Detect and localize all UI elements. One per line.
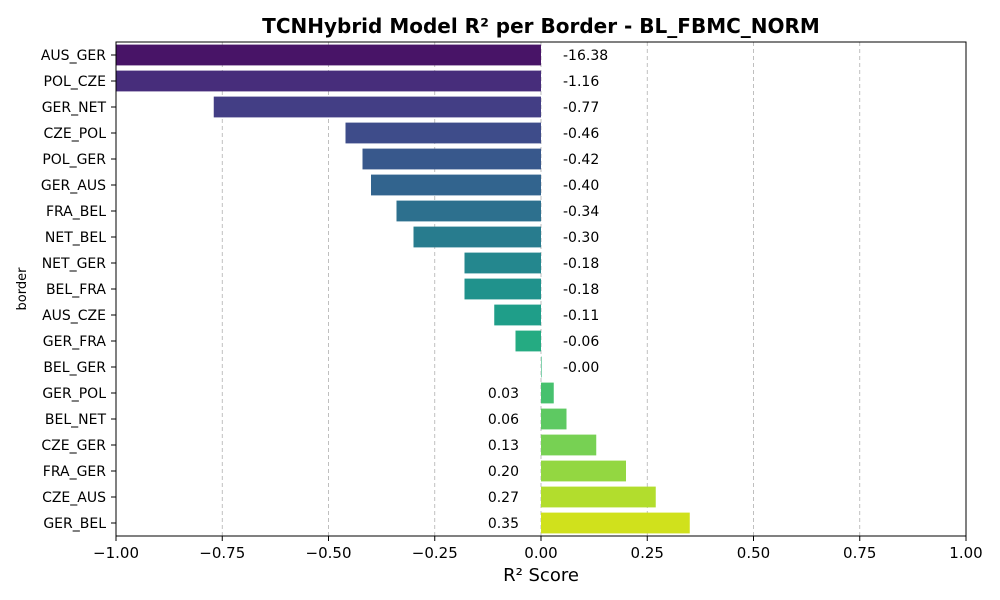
y-tick-label: GER_NET — [42, 100, 107, 116]
data-label: -0.18 — [563, 256, 599, 272]
y-tick-label: BEL_GER — [43, 360, 106, 376]
bar — [464, 252, 541, 274]
bar — [371, 174, 541, 196]
data-label: -0.46 — [563, 126, 599, 142]
bar — [116, 44, 541, 66]
data-label: 0.13 — [488, 438, 519, 454]
bar — [541, 408, 567, 430]
x-tick-label: −0.50 — [306, 544, 352, 562]
x-tick-label: 0.75 — [843, 544, 876, 562]
y-tick-label: CZE_AUS — [42, 490, 106, 506]
y-tick-label: BEL_NET — [45, 412, 107, 428]
data-label: -0.34 — [563, 204, 599, 220]
y-tick-label: NET_BEL — [45, 230, 106, 246]
y-tick-label: FRA_GER — [43, 464, 106, 480]
data-label: -0.30 — [563, 230, 599, 246]
bar — [515, 330, 541, 352]
x-tick-label: −1.00 — [93, 544, 139, 562]
x-tick-label: −0.75 — [199, 544, 245, 562]
bar — [116, 70, 541, 92]
y-tick-label: CZE_GER — [41, 438, 106, 454]
x-tick-label: 0.50 — [737, 544, 770, 562]
data-label: 0.03 — [488, 386, 519, 402]
bar — [213, 96, 541, 118]
bars — [116, 44, 690, 534]
data-label: -0.40 — [563, 178, 599, 194]
plot-frame — [115, 41, 967, 537]
data-label: -0.06 — [563, 334, 599, 350]
chart-title: TCNHybrid Model R² per Border - BL_FBMC_… — [262, 14, 820, 38]
bar — [464, 278, 541, 300]
bar — [413, 226, 541, 248]
bar — [541, 356, 542, 378]
data-label: -0.18 — [563, 282, 599, 298]
bar — [541, 460, 626, 482]
data-label: -0.77 — [563, 100, 599, 116]
x-tick-label: −0.25 — [412, 544, 458, 562]
x-tick-label: 0.25 — [631, 544, 664, 562]
data-label: -16.38 — [563, 48, 608, 64]
bar — [541, 434, 597, 456]
y-axis-ticks: AUS_GER POL_CZE GER_NET CZE_POL POL_GER GER_A… — [41, 48, 116, 532]
value-labels: -16.38 -1.16 -0.77 -0.46 -0.42 -0.40 -0.34 -0.3… — [488, 48, 608, 532]
x-tick-label: 1.00 — [949, 544, 982, 562]
y-tick-label: FRA_BEL — [46, 204, 106, 220]
data-label: -0.00 — [563, 360, 599, 376]
bar — [345, 122, 541, 144]
bar — [541, 512, 690, 534]
bar — [362, 148, 541, 170]
y-tick-label: POL_CZE — [44, 74, 106, 90]
x-tick-label: 0.00 — [524, 544, 557, 562]
data-label: -0.42 — [563, 152, 599, 168]
data-label: -0.11 — [563, 308, 599, 324]
y-tick-label: BEL_FRA — [46, 282, 106, 298]
y-tick-label: GER_FRA — [43, 334, 107, 350]
bar — [396, 200, 541, 222]
y-tick-label: CZE_POL — [44, 126, 107, 142]
bar — [494, 304, 541, 326]
data-label: -1.16 — [563, 74, 599, 90]
y-tick-label: GER_BEL — [43, 516, 106, 532]
data-label: 0.27 — [488, 490, 519, 506]
data-label: 0.06 — [488, 412, 519, 428]
data-label: 0.20 — [488, 464, 519, 480]
bar — [541, 486, 656, 508]
y-axis-label: border — [15, 267, 30, 311]
x-axis-ticks: −1.00 −0.75 −0.50 −0.25 0.00 0.25 0.50 0.75 1.00 — [93, 536, 983, 562]
bar — [541, 382, 554, 404]
data-label: 0.35 — [488, 516, 519, 532]
y-tick-label: GER_AUS — [41, 178, 106, 194]
y-tick-label: AUS_GER — [41, 48, 106, 64]
y-tick-label: POL_GER — [42, 152, 106, 168]
y-tick-label: NET_GER — [42, 256, 107, 272]
y-tick-label: AUS_CZE — [42, 308, 106, 324]
x-axis-label: R² Score — [503, 565, 579, 586]
y-tick-label: GER_POL — [42, 386, 106, 402]
